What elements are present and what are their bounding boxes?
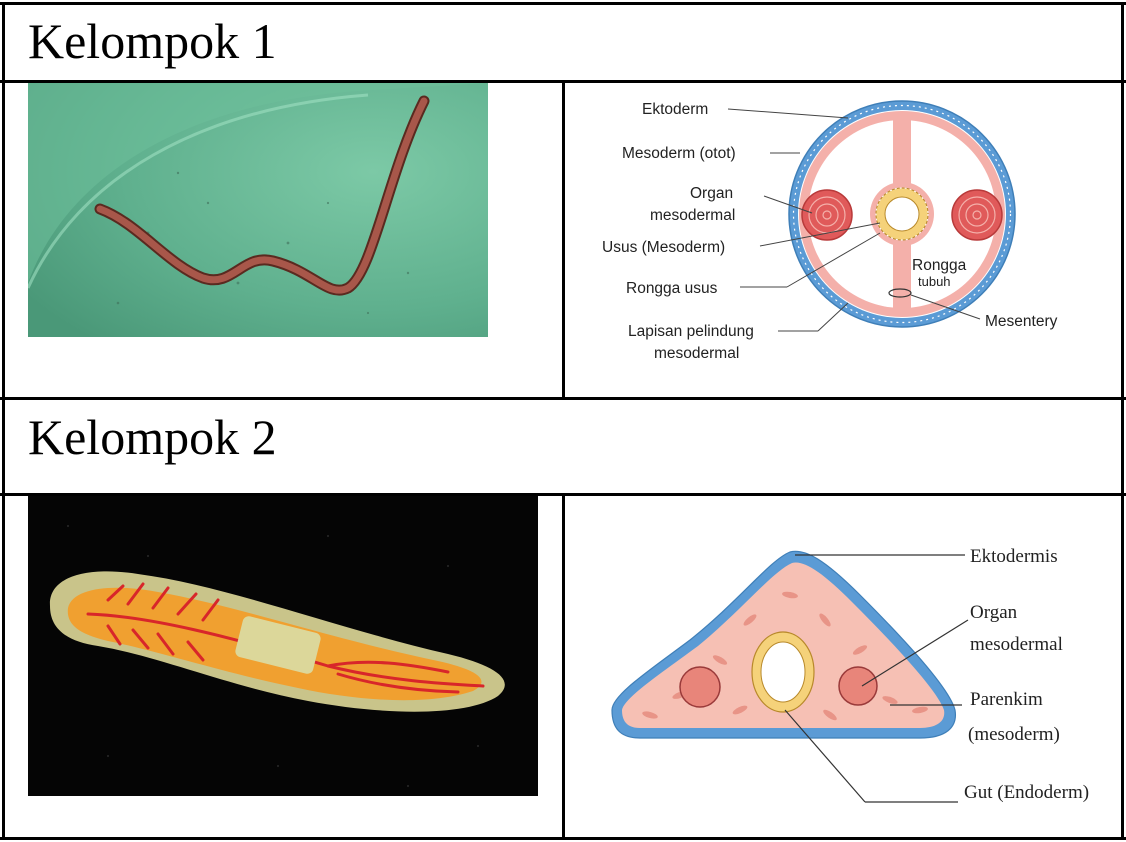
label-gut: Gut (Endoderm)	[964, 782, 1089, 803]
label-organ-line2: mesodermal	[970, 634, 1063, 655]
label-organ-line1: Organ	[690, 185, 733, 202]
table-border-top	[0, 2, 1126, 5]
label-organ-line1: Organ	[970, 602, 1018, 623]
label-ektodermis: Ektodermis	[970, 546, 1058, 567]
label-rongga-tubuh-line1: Rongga	[912, 257, 967, 274]
group-1-title: Kelompok 1	[28, 13, 277, 69]
label-parenkim-line1: Parenkim	[970, 689, 1043, 710]
group-2-title: Kelompok 2	[28, 409, 277, 465]
label-parenkim-line2: (mesoderm)	[968, 724, 1060, 745]
table-border-left	[2, 2, 5, 840]
label-rongga-usus: Rongga usus	[626, 280, 718, 297]
label-organ-line2: mesodermal	[650, 207, 735, 224]
label-rongga-tubuh-line2: tubuh	[918, 274, 951, 289]
table-column-divider	[562, 80, 565, 400]
coelomate-cross-section-diagram: Ektoderm Mesoderm (otot) Organ mesoderma…	[590, 88, 1110, 388]
table-border-right	[1121, 2, 1124, 840]
planarian-photo	[28, 496, 538, 796]
label-ektoderm: Ektoderm	[642, 101, 708, 118]
label-lapisan-line1: Lapisan pelindung	[628, 323, 754, 340]
roundworm-photo	[28, 83, 488, 337]
table-column-divider	[562, 493, 565, 840]
label-mesentery: Mesentery	[985, 313, 1058, 330]
label-lapisan-line2: mesodermal	[654, 345, 739, 362]
acoelomate-cross-section-diagram: Ektodermis Organ mesodermal Parenkim (me…	[590, 500, 1110, 830]
label-usus: Usus (Mesoderm)	[602, 239, 725, 256]
label-mesoderm-otot: Mesoderm (otot)	[622, 145, 736, 162]
